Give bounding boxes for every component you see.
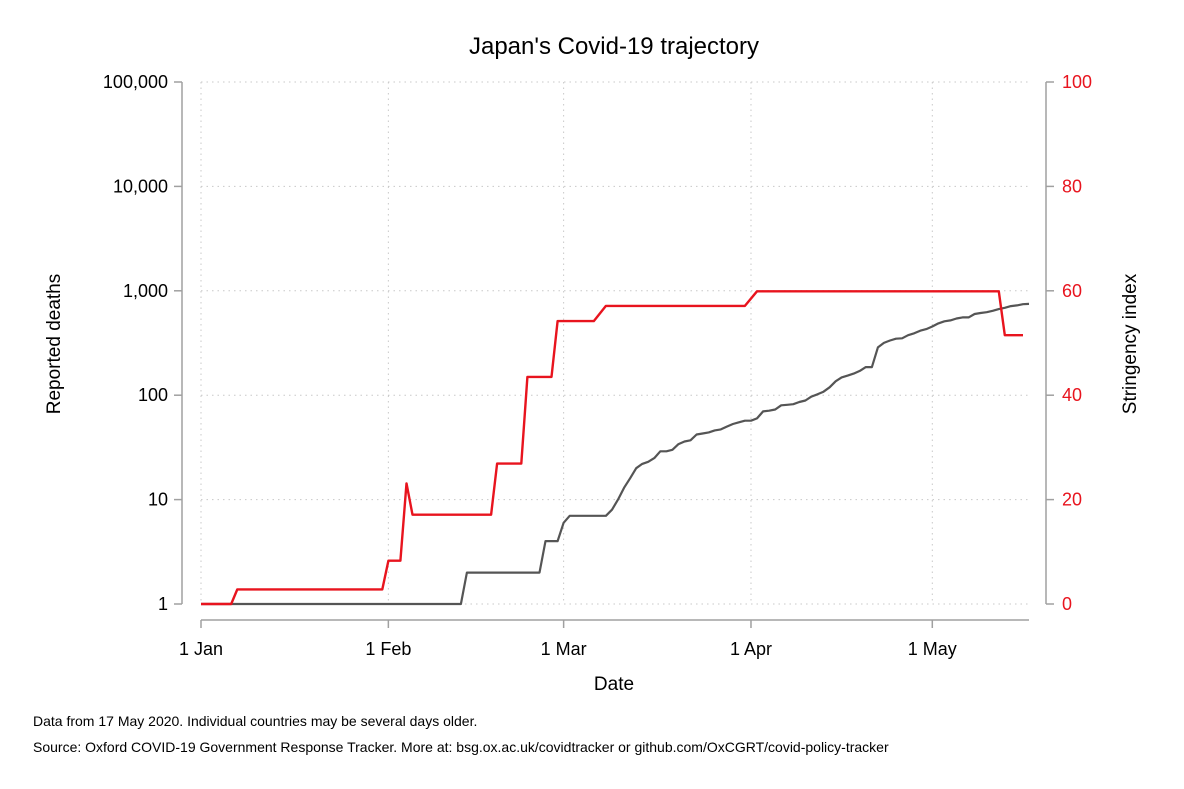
x-axis-tick-label: 1 Feb — [365, 639, 411, 659]
y-axis-right-tick-label: 60 — [1062, 281, 1082, 301]
y-axis-left-tick-label: 1 — [158, 594, 168, 614]
x-axis-tick-label: 1 May — [908, 639, 957, 659]
y-axis-left-tick-label: 100,000 — [103, 72, 168, 92]
gridlines — [200, 81, 1029, 605]
y-axis-left-tick-label: 100 — [138, 385, 168, 405]
y-axis-right-tick-label: 40 — [1062, 385, 1082, 405]
y-axis-right-tick-label: 80 — [1062, 176, 1082, 196]
y-axis-right-label: Stringency index — [1120, 273, 1141, 414]
x-axis-tick-label: 1 Apr — [730, 639, 772, 659]
stringency-index-line — [201, 290, 1023, 606]
series — [201, 290, 1030, 606]
x-axis-tick-label: 1 Mar — [541, 639, 587, 659]
x-axis-tick-label: 1 Jan — [179, 639, 223, 659]
source-note: Source: Oxford COVID-19 Government Respo… — [33, 739, 889, 755]
y-axis-left-tick-label: 1,000 — [123, 281, 168, 301]
y-axis-right-tick-label: 0 — [1062, 594, 1072, 614]
chart-title: Japan's Covid-19 trajectory — [469, 33, 759, 60]
y-axis-left-tick-label: 10,000 — [113, 176, 168, 196]
reported-deaths-line — [201, 302, 1030, 606]
y-axis-left-tick-label: 10 — [148, 490, 168, 510]
x-axis-label: Date — [594, 674, 634, 695]
y-axis-right-tick-label: 20 — [1062, 490, 1082, 510]
axes: 1 10 100 1,000 10,000 100,000 0 20 40 60 80 100 1 Ja… — [103, 72, 1092, 659]
data-date-note: Data from 17 May 2020. Individual countr… — [33, 713, 477, 729]
y-axis-right-tick-label: 100 — [1062, 72, 1092, 92]
y-axis-left-label: Reported deaths — [44, 274, 65, 415]
